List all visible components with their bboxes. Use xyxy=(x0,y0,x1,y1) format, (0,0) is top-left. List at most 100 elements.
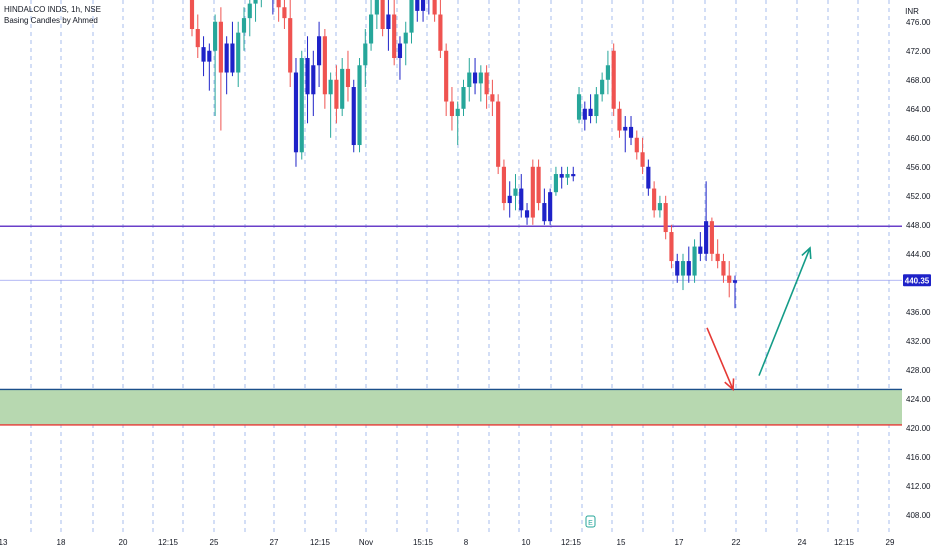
candle-body[interactable] xyxy=(669,232,674,262)
candle-body[interactable] xyxy=(605,65,610,80)
candle-body[interactable] xyxy=(692,246,697,276)
candle-body[interactable] xyxy=(478,72,483,84)
current-price-badge[interactable]: 440.35 xyxy=(903,274,931,287)
candle-body[interactable] xyxy=(299,58,304,153)
candle-body[interactable] xyxy=(189,0,195,30)
candle-body[interactable] xyxy=(576,94,582,120)
candle-body[interactable] xyxy=(218,21,223,73)
candle-body[interactable] xyxy=(392,14,397,59)
candle-body[interactable] xyxy=(634,137,639,153)
candle-body[interactable] xyxy=(698,246,703,254)
candle-body[interactable] xyxy=(565,174,570,178)
candle-body[interactable] xyxy=(709,221,714,254)
candle-body[interactable] xyxy=(496,101,501,167)
candle-body[interactable] xyxy=(438,14,443,51)
candle-body[interactable] xyxy=(628,126,634,138)
candle-body[interactable] xyxy=(501,166,507,204)
candle-body[interactable] xyxy=(328,79,333,95)
candle-body[interactable] xyxy=(553,174,559,193)
time-axis[interactable]: 13 18 20 12:15 25 27 12:15 Nov 15:15 8 10 12:15 15 17… xyxy=(0,538,895,547)
candle-body[interactable] xyxy=(524,210,530,218)
candle-body[interactable] xyxy=(397,43,403,59)
candle-body[interactable] xyxy=(663,203,668,233)
candle-body[interactable] xyxy=(201,47,206,62)
candle-body[interactable] xyxy=(357,65,362,146)
candle-body[interactable] xyxy=(594,94,599,117)
candle-body[interactable] xyxy=(548,192,553,222)
candle-body[interactable] xyxy=(721,261,726,276)
candle-body[interactable] xyxy=(340,68,345,109)
candle-body[interactable] xyxy=(380,0,385,30)
candle-body[interactable] xyxy=(507,195,512,204)
candle-body[interactable] xyxy=(386,14,391,30)
candle-body[interactable] xyxy=(288,18,293,73)
up-arrow[interactable] xyxy=(758,246,812,376)
candle-body[interactable] xyxy=(432,0,437,15)
candle-body[interactable] xyxy=(640,152,645,167)
candle-body[interactable] xyxy=(704,221,709,254)
candle-body[interactable] xyxy=(241,18,247,33)
candle-body[interactable] xyxy=(305,58,310,95)
candle-body[interactable] xyxy=(415,0,420,11)
candle-body[interactable] xyxy=(490,94,495,102)
candle-body[interactable] xyxy=(571,174,576,177)
candle-body[interactable] xyxy=(322,36,327,95)
candle-body[interactable] xyxy=(727,275,732,283)
candle-body[interactable] xyxy=(686,261,691,276)
candle-body[interactable] xyxy=(588,108,593,117)
candle-body[interactable] xyxy=(542,203,547,222)
candle-body[interactable] xyxy=(368,14,374,44)
candle-body[interactable] xyxy=(611,50,616,109)
candle-body[interactable] xyxy=(675,261,680,276)
candle-body[interactable] xyxy=(351,87,356,146)
candle-body[interactable] xyxy=(247,3,252,19)
candle-body[interactable] xyxy=(461,87,466,109)
candle-body[interactable] xyxy=(646,166,651,189)
candle-body[interactable] xyxy=(513,188,518,196)
candle-body[interactable] xyxy=(582,108,587,120)
candle-body[interactable] xyxy=(680,261,686,276)
candle-body[interactable] xyxy=(600,79,605,95)
candle-body[interactable] xyxy=(334,79,339,109)
candle-body[interactable] xyxy=(519,188,524,211)
candle-body[interactable] xyxy=(536,166,541,204)
down-arrow[interactable] xyxy=(706,327,735,392)
candle-body[interactable] xyxy=(236,32,241,73)
candle-body[interactable] xyxy=(374,0,379,15)
candle-body[interactable] xyxy=(224,43,229,73)
candle-body[interactable] xyxy=(345,68,351,88)
candle-body[interactable] xyxy=(472,72,478,84)
candle-body[interactable] xyxy=(455,108,460,117)
symbol-title[interactable]: HINDALCO INDS, 1h, NSE xyxy=(4,5,101,14)
earnings-marker[interactable]: E xyxy=(585,515,596,528)
candle-body[interactable] xyxy=(530,166,535,218)
candle-body[interactable] xyxy=(467,72,472,88)
candle-body[interactable] xyxy=(195,29,200,48)
candle-body[interactable] xyxy=(617,108,622,131)
candle-body[interactable] xyxy=(484,72,489,95)
candle-body[interactable] xyxy=(207,50,212,62)
candle-body[interactable] xyxy=(732,280,738,283)
candle-body[interactable] xyxy=(253,0,258,4)
candle-body[interactable] xyxy=(623,126,628,131)
candle-body[interactable] xyxy=(213,21,218,51)
candle-body[interactable] xyxy=(403,32,408,44)
candle-body[interactable] xyxy=(276,0,281,8)
candle-body[interactable] xyxy=(715,253,720,262)
candle-body[interactable] xyxy=(317,36,322,66)
price-axis[interactable]: INR 408.00 412.00 416.00 420.00 424.00 428.00 4… xyxy=(903,7,931,520)
candle-body[interactable] xyxy=(230,43,235,73)
indicator-name[interactable]: Basing Candles by Ahmed xyxy=(4,16,98,25)
candle-body[interactable] xyxy=(282,7,287,19)
candle-body[interactable] xyxy=(293,72,299,153)
candle-body[interactable] xyxy=(652,188,657,211)
candle-body[interactable] xyxy=(657,203,662,211)
projection-arrows[interactable] xyxy=(706,246,812,392)
candle-body[interactable] xyxy=(559,174,564,178)
candlestick-series[interactable] xyxy=(189,0,738,309)
candle-body[interactable] xyxy=(363,43,368,66)
candle-body[interactable] xyxy=(311,65,316,95)
candle-body[interactable] xyxy=(420,0,426,11)
candle-body[interactable] xyxy=(444,50,449,102)
